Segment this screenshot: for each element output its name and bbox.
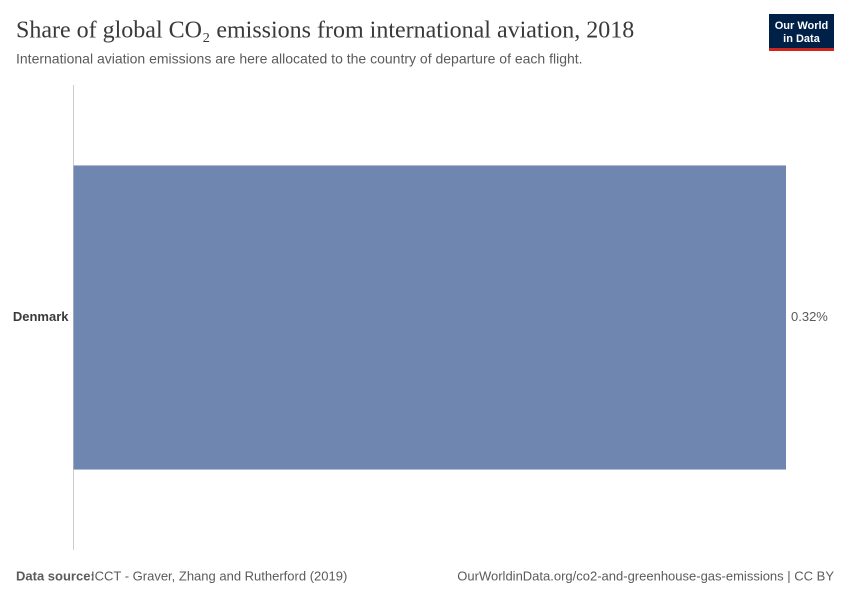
source-label: Data source: <box>16 568 95 583</box>
source: ICCT - Graver, Zhang and Rutherford (201… <box>91 568 347 583</box>
logo[interactable]: Our World in Data <box>769 14 834 51</box>
footer-link[interactable]: OurWorldinData.org/co2-and-greenhouse-ga… <box>457 568 834 583</box>
logo-stripe <box>769 48 834 51</box>
chart-title: Share of global CO₂ emissions from inter… <box>16 18 634 44</box>
logo-box <box>769 14 834 50</box>
logo-text: in Data <box>783 33 821 45</box>
logo-text: Our World <box>775 20 829 32</box>
bar <box>73 165 786 470</box>
value-label: 0.32% <box>791 309 828 324</box>
chart-subtitle: International aviation emissions are her… <box>16 51 583 67</box>
category-label: Denmark <box>13 309 69 324</box>
